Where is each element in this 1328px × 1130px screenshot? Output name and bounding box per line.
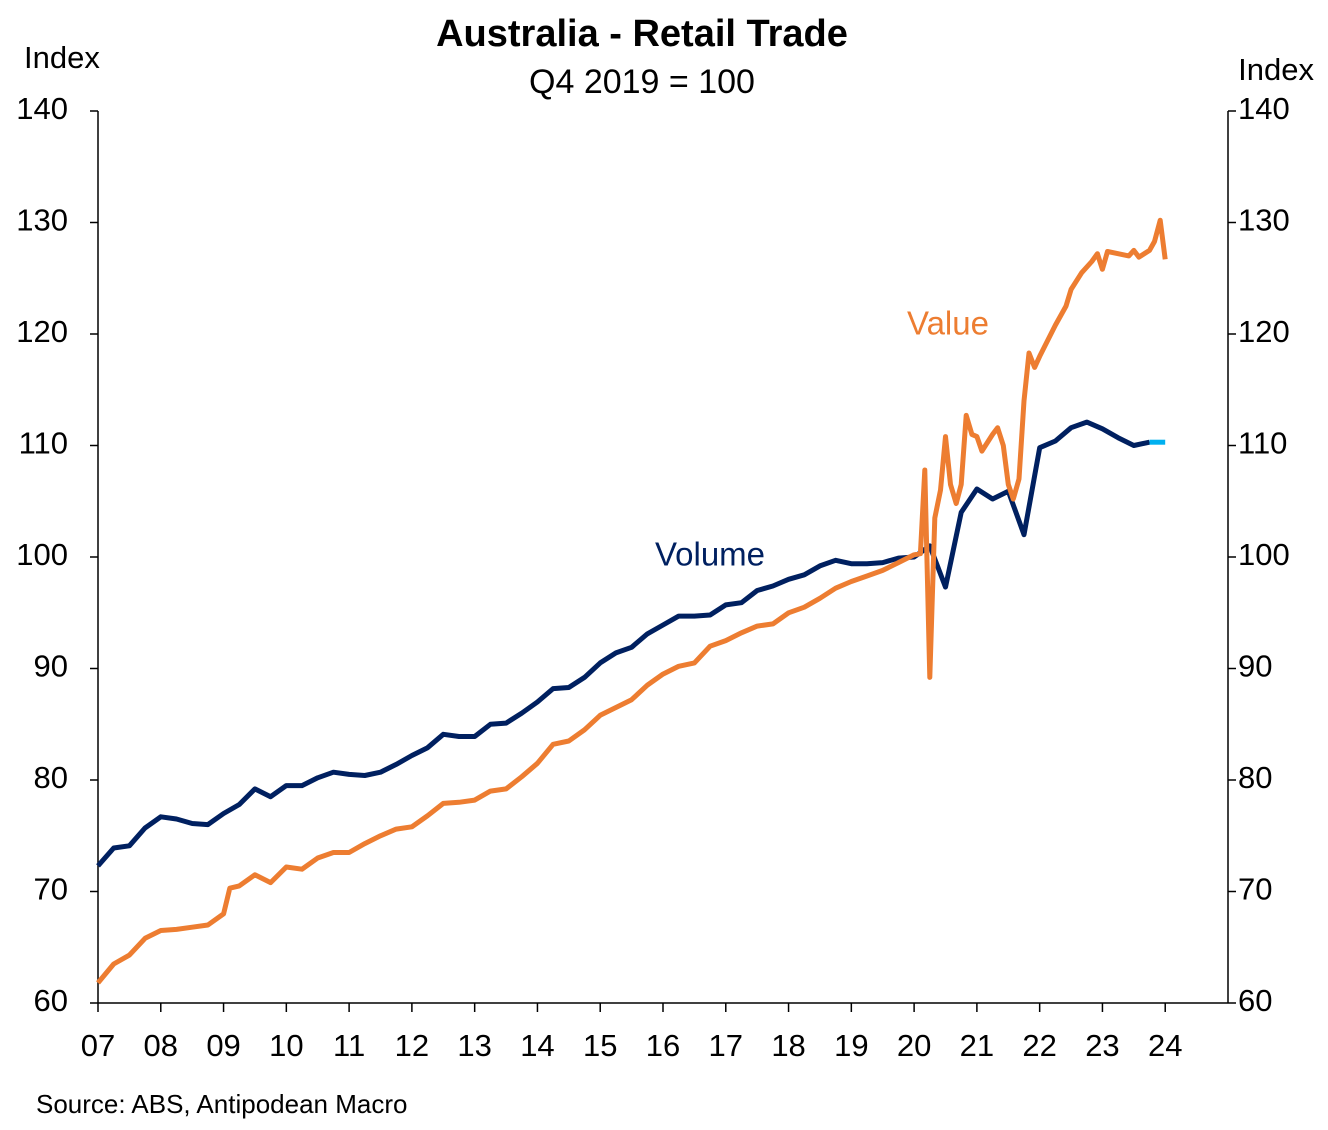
y2-tick-label: 60	[1238, 983, 1272, 1018]
x-tick-label: 17	[709, 1028, 743, 1063]
y-tick-label: 140	[16, 91, 68, 126]
y2-tick-label: 140	[1238, 91, 1290, 126]
y-axis-label: Index	[24, 40, 100, 75]
y-tick-label: 80	[34, 760, 68, 795]
series-label: Value	[907, 305, 989, 342]
x-tick-label: 14	[520, 1028, 554, 1063]
y-tick-label: 120	[16, 314, 68, 349]
y2-tick-label: 100	[1238, 537, 1290, 572]
y2-tick-label: 120	[1238, 314, 1290, 349]
x-tick-label: 08	[144, 1028, 178, 1063]
source-note: Source: ABS, Antipodean Macro	[36, 1089, 407, 1119]
x-tick-label: 12	[395, 1028, 429, 1063]
x-tick-label: 20	[897, 1028, 931, 1063]
x-tick-label: 22	[1022, 1028, 1056, 1063]
x-tick-label: 13	[457, 1028, 491, 1063]
y-tick-label: 110	[19, 426, 68, 461]
y-tick-label: 90	[34, 649, 68, 684]
x-tick-label: 21	[960, 1028, 994, 1063]
chart-subtitle: Q4 2019 = 100	[529, 63, 755, 101]
y-tick-label: 60	[34, 983, 68, 1018]
y2-tick-label: 110	[1238, 426, 1287, 461]
series-line	[96, 419, 1151, 868]
x-tick-label: 10	[269, 1028, 303, 1063]
y2-tick-label: 70	[1238, 872, 1272, 907]
x-tick-label: 15	[583, 1028, 617, 1063]
series-label: Volume	[655, 536, 765, 573]
y2-axis-label: Index	[1238, 52, 1314, 87]
x-tick-label: 18	[771, 1028, 805, 1063]
y-tick-label: 100	[16, 537, 68, 572]
y2-tick-label: 80	[1238, 760, 1272, 795]
series-line	[96, 217, 1168, 985]
x-tick-label: 09	[206, 1028, 240, 1063]
x-tick-label: 07	[81, 1028, 115, 1063]
x-tick-label: 24	[1148, 1028, 1182, 1063]
chart-title: Australia - Retail Trade	[436, 13, 848, 55]
x-tick-label: 19	[834, 1028, 868, 1063]
x-tick-label: 23	[1085, 1028, 1119, 1063]
x-tick-label: 16	[646, 1028, 680, 1063]
y2-tick-label: 130	[1238, 203, 1290, 238]
y-tick-label: 70	[34, 872, 68, 907]
y-tick-label: 130	[16, 203, 68, 238]
x-tick-label: 11	[333, 1028, 365, 1063]
y2-tick-label: 90	[1238, 649, 1272, 684]
